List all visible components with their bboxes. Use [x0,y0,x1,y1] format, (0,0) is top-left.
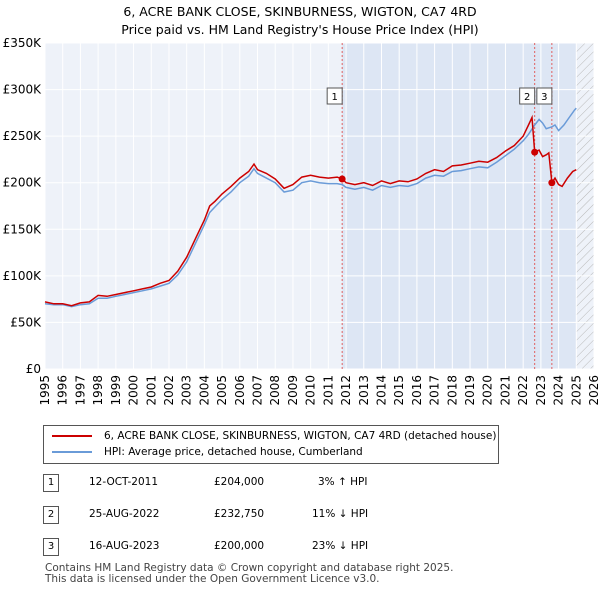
x-tick-label: 2014 [374,375,388,406]
x-tick-label: 1998 [91,375,105,406]
price-chart: £0 £50K £100K £150K £200K £250K £300K £350K 1995… [3,36,600,406]
y-tick-label: £50K [10,315,42,329]
y-tick-label: £350K [3,36,43,50]
footer-copyright: Contains HM Land Registry data © Crown c… [45,562,454,574]
x-tick-label: 2001 [144,375,158,406]
x-tick-label: 2006 [233,375,247,406]
transaction-number: 3 [43,538,59,556]
footer-license: This data is licensed under the Open Gov… [45,573,380,585]
legend-label-property: 6, ACRE BANK CLOSE, SKINBURNESS, WIGTON,… [104,430,497,442]
x-tick-label: 2002 [162,375,176,406]
transaction-number: 2 [43,506,59,524]
x-tick-label: 2013 [357,375,371,406]
chart-subtitle: Price paid vs. HM Land Registry's House … [121,22,479,37]
transaction-label: 2 [524,92,530,103]
y-tick-label: £250K [3,129,43,143]
transaction-label: 3 [541,92,547,103]
transaction-price: £204,000 [214,476,265,488]
x-tick-label: 1999 [109,375,123,406]
transaction-date: 25-AUG-2022 [89,508,160,520]
legend-swatch-hpi [52,451,92,453]
y-tick-label: £200K [3,176,43,190]
x-tick-label: 2005 [215,375,229,406]
x-tick-label: 2015 [392,375,406,406]
transaction-hpi: 23% ↓ HPI [312,540,369,552]
y-tick-label: £150K [3,222,43,236]
hpi-series-line [44,107,577,308]
x-tick-label: 2021 [498,375,512,406]
transaction-price: £232,750 [214,508,265,520]
transaction-hpi: 3% ↑ HPI [318,476,368,488]
transaction-point [338,175,346,183]
x-tick-label: 2025 [569,375,583,406]
x-tick-label: 2000 [127,375,141,406]
x-tick-label: 2020 [481,375,495,406]
chart-title: 6, ACRE BANK CLOSE, SKINBURNESS, WIGTON,… [123,4,477,19]
chart-legend: 6, ACRE BANK CLOSE, SKINBURNESS, WIGTON,… [43,425,499,464]
legend-swatch-property [52,435,92,437]
legend-label-hpi: HPI: Average price, detached house, Cumb… [104,446,363,458]
transaction-date: 16-AUG-2023 [89,540,160,552]
x-tick-label: 1995 [38,375,52,406]
x-tick-label: 2023 [534,375,548,406]
x-tick-label: 2007 [251,375,265,406]
y-tick-label: £100K [3,269,43,283]
x-tick-label: 1997 [73,375,87,406]
x-tick-label: 2004 [197,375,211,406]
transaction-price: £200,000 [214,540,265,552]
transaction-label: 1 [331,92,337,103]
transaction-point [531,148,539,156]
x-tick-label: 2016 [410,375,424,406]
x-tick-label: 2011 [321,375,335,406]
x-tick-label: 2012 [339,375,353,406]
x-tick-label: 2026 [587,375,600,406]
transaction-point [548,179,556,187]
x-tick-label: 2010 [304,375,318,406]
transaction-label-box [536,87,553,105]
transaction-number: 1 [43,474,59,492]
x-tick-label: 2008 [268,375,282,406]
x-tick-label: 2003 [180,375,194,406]
legend-item-property: 6, ACRE BANK CLOSE, SKINBURNESS, WIGTON,… [52,429,496,443]
x-tick-label: 2017 [428,375,442,406]
forecast-region [576,43,594,369]
x-tick-label: 2018 [445,375,459,406]
legend-item-hpi: HPI: Average price, detached house, Cumb… [52,445,363,459]
x-tick-label: 2019 [463,375,477,406]
y-tick-label: £300K [3,83,43,97]
transaction-label-box [326,87,343,105]
x-tick-label: 2009 [286,375,300,406]
y-tick-label: £0 [26,362,41,376]
transaction-hpi: 11% ↓ HPI [312,508,369,520]
x-tick-label: 2024 [552,375,566,406]
transaction-date: 12-OCT-2011 [89,476,158,488]
x-tick-label: 2022 [516,375,530,406]
x-tick-label: 1996 [56,375,70,406]
transaction-label-box [519,87,536,105]
